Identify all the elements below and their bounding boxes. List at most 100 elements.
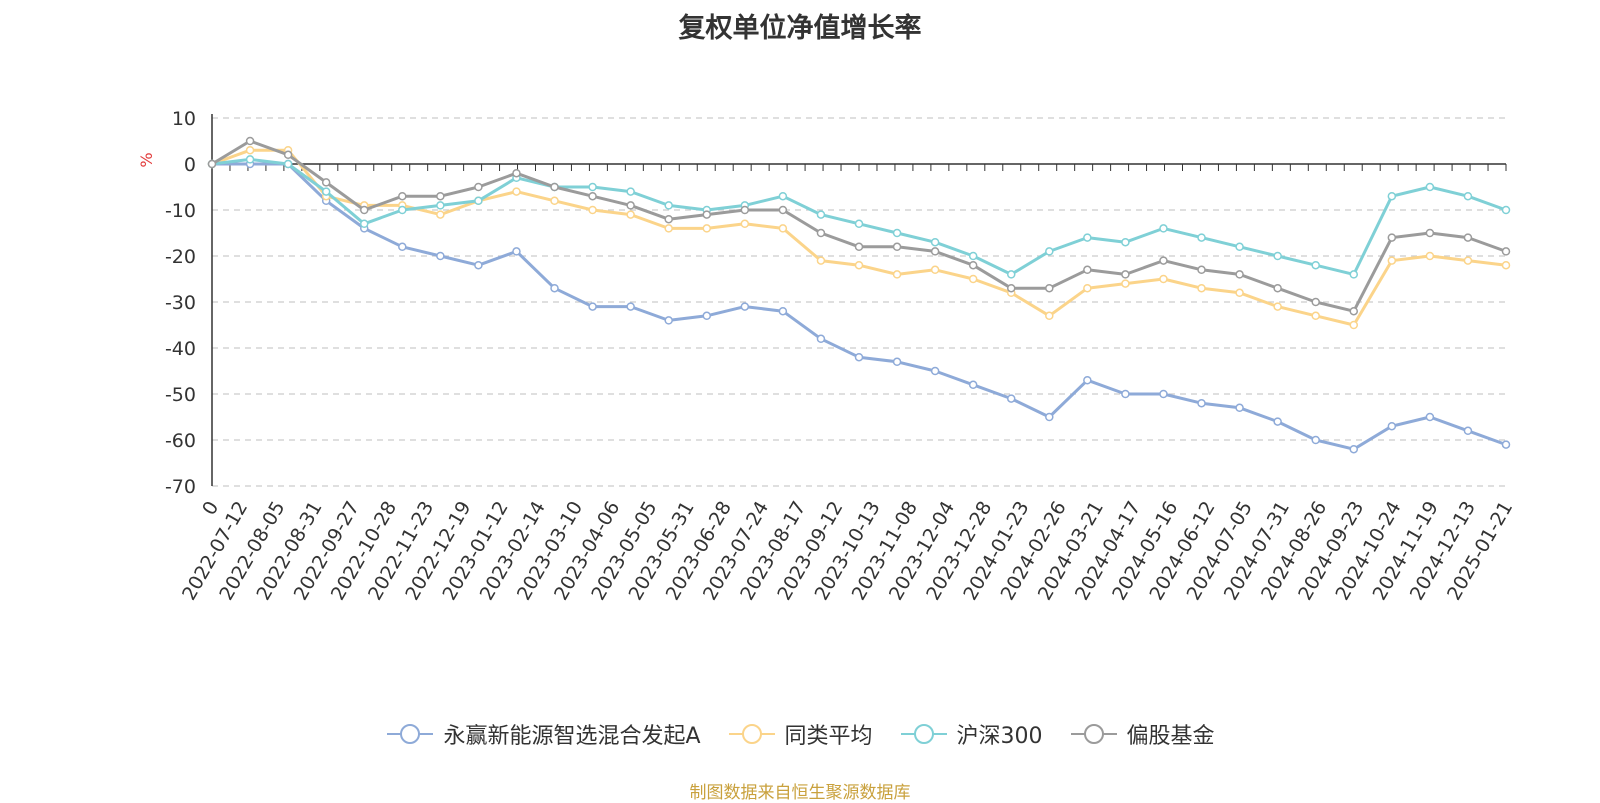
data-point [626, 210, 635, 219]
data-point [1083, 375, 1092, 385]
data-point [1235, 270, 1244, 279]
data-point [930, 237, 940, 247]
data-point [550, 283, 559, 293]
data-point [1083, 265, 1092, 275]
data-point [1197, 398, 1206, 408]
data-point [1197, 283, 1206, 293]
data-point [474, 260, 483, 270]
data-point [854, 242, 864, 252]
series-line [211, 157, 1507, 276]
legend-item[interactable]: 沪深300 [899, 718, 1043, 750]
data-point [702, 311, 712, 321]
data-point [1235, 288, 1244, 298]
data-point [1349, 270, 1359, 279]
data-point [816, 334, 826, 344]
data-point [1235, 403, 1244, 413]
data-point [854, 352, 864, 362]
source-note: 制图数据来自恒生聚源数据库 [689, 783, 911, 803]
y-tick-label: -70 [165, 476, 196, 498]
y-axis-label: % [137, 152, 156, 167]
axis-layer [211, 114, 1507, 486]
legend: 永赢新能源智选混合发起A 同类平均 沪深300 偏股基金 [0, 718, 1600, 750]
data-point [816, 210, 826, 219]
data-point [664, 224, 673, 233]
x-tick-label: 0 [198, 498, 223, 519]
data-point [1197, 233, 1206, 242]
data-point [626, 302, 635, 311]
series-line [211, 148, 1507, 327]
data-point [1387, 233, 1397, 242]
data-point [930, 366, 940, 376]
data-point [664, 316, 673, 325]
label-layer: 100-10-20-30-40-50-60-70%02022-07-122022… [137, 108, 1517, 604]
data-point [1235, 242, 1244, 252]
grid-layer [212, 117, 1506, 487]
data-point [778, 224, 788, 233]
data-point [1501, 205, 1511, 215]
data-point [1425, 251, 1435, 261]
data-point [968, 380, 978, 390]
data-point [245, 155, 255, 164]
data-point [1159, 274, 1168, 284]
data-point [588, 302, 597, 311]
data-point [778, 306, 788, 316]
data-point [968, 260, 978, 270]
legend-item[interactable]: 永赢新能源智选混合发起A [385, 718, 701, 750]
legend-item[interactable]: 偏股基金 [1069, 718, 1215, 750]
data-point [245, 145, 255, 155]
data-point [1387, 191, 1397, 201]
data-point [778, 191, 788, 201]
data-point [436, 210, 445, 219]
data-point [1006, 270, 1016, 279]
data-point [1197, 265, 1206, 275]
data-point [1159, 389, 1168, 399]
data-point [930, 247, 940, 256]
data-point [702, 210, 712, 219]
data-point [359, 205, 369, 215]
data-point [1425, 228, 1435, 238]
data-point [245, 136, 255, 146]
data-point [1159, 256, 1168, 265]
data-point [740, 302, 750, 311]
data-point [474, 196, 483, 206]
data-point [588, 182, 597, 192]
data-point [474, 182, 483, 192]
data-point [816, 228, 826, 238]
data-point [1349, 306, 1359, 316]
data-point [512, 187, 521, 196]
data-point [1273, 251, 1282, 261]
y-tick-label: -30 [165, 292, 196, 314]
data-point [1006, 283, 1016, 293]
data-point [892, 228, 902, 238]
data-point [1006, 394, 1016, 403]
data-point [854, 219, 864, 229]
data-point [283, 150, 293, 160]
data-point [1463, 191, 1473, 201]
data-point [1045, 412, 1054, 422]
legend-item[interactable]: 同类平均 [727, 718, 873, 750]
data-point [398, 205, 407, 215]
data-point [1159, 224, 1168, 233]
data-point [436, 201, 445, 210]
legend-label: 同类平均 [784, 724, 873, 749]
data-point [1501, 247, 1511, 256]
data-point [436, 191, 445, 201]
data-point [1501, 440, 1511, 449]
legend-swatch-icon [1070, 724, 1117, 744]
data-point [930, 265, 940, 275]
data-point [1273, 417, 1282, 426]
data-point [398, 242, 407, 252]
data-point [1083, 233, 1092, 242]
data-point [1045, 283, 1054, 293]
data-point [550, 182, 559, 192]
data-point [892, 270, 902, 279]
data-point [1425, 182, 1435, 192]
data-point [778, 205, 788, 215]
data-point [626, 187, 635, 196]
data-point [588, 191, 597, 201]
y-tick-label: -50 [165, 384, 196, 406]
data-point [1349, 320, 1359, 330]
data-point [1311, 435, 1320, 445]
data-point [207, 159, 217, 169]
data-point [1121, 389, 1130, 399]
